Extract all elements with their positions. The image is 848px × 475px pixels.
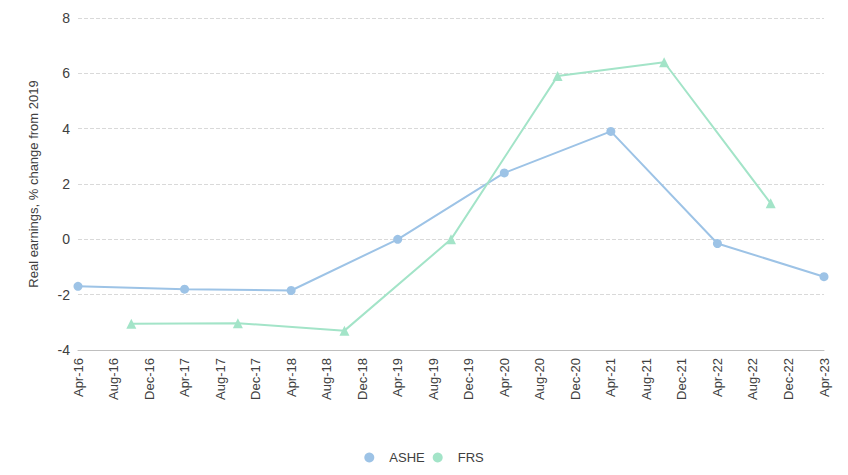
svg-text:Dec-21: Dec-21 xyxy=(674,358,689,400)
svg-text:Apr-17: Apr-17 xyxy=(177,358,192,397)
svg-text:Aug-18: Aug-18 xyxy=(319,358,334,400)
svg-text:ASHE: ASHE xyxy=(389,450,425,465)
svg-text:Aug-20: Aug-20 xyxy=(532,358,547,400)
svg-text:Apr-16: Apr-16 xyxy=(71,358,86,397)
svg-text:Aug-17: Aug-17 xyxy=(213,358,228,400)
svg-text:Apr-21: Apr-21 xyxy=(603,358,618,397)
svg-text:Dec-18: Dec-18 xyxy=(355,358,370,400)
svg-text:4: 4 xyxy=(62,121,70,137)
svg-text:Aug-21: Aug-21 xyxy=(639,358,654,400)
svg-text:-4: -4 xyxy=(58,342,71,358)
svg-text:8: 8 xyxy=(62,10,70,26)
svg-text:Real earnings, % change from 2: Real earnings, % change from 2019 xyxy=(26,80,41,287)
svg-text:Apr-22: Apr-22 xyxy=(710,358,725,397)
svg-text:0: 0 xyxy=(62,231,70,247)
svg-text:Apr-23: Apr-23 xyxy=(817,358,832,397)
svg-text:2: 2 xyxy=(62,176,70,192)
svg-text:Dec-22: Dec-22 xyxy=(781,358,796,400)
svg-text:Dec-19: Dec-19 xyxy=(461,358,476,400)
svg-text:Dec-20: Dec-20 xyxy=(568,358,583,400)
svg-text:Aug-19: Aug-19 xyxy=(426,358,441,400)
svg-text:FRS: FRS xyxy=(458,450,484,465)
svg-text:Dec-16: Dec-16 xyxy=(142,358,157,400)
svg-text:Aug-16: Aug-16 xyxy=(106,358,121,400)
svg-text:Dec-17: Dec-17 xyxy=(248,358,263,400)
svg-text:Apr-19: Apr-19 xyxy=(390,358,405,397)
svg-text:Apr-20: Apr-20 xyxy=(497,358,512,397)
svg-text:Apr-18: Apr-18 xyxy=(284,358,299,397)
svg-text:6: 6 xyxy=(62,65,70,81)
svg-text:-2: -2 xyxy=(58,287,71,303)
svg-text:Aug-22: Aug-22 xyxy=(745,358,760,400)
